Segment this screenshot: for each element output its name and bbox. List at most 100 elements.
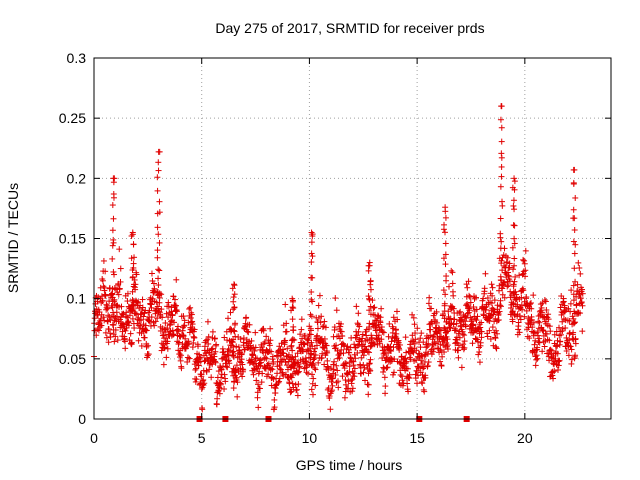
- data-point: [186, 355, 193, 362]
- data-point: [141, 334, 148, 341]
- data-point: [219, 355, 226, 362]
- data-point: [200, 376, 207, 383]
- data-point: [164, 345, 171, 352]
- data-point: [148, 270, 155, 277]
- data-point: [289, 380, 296, 387]
- data-point: [278, 366, 285, 373]
- data-point: [333, 379, 340, 386]
- data-point: [123, 309, 130, 316]
- data-point: [341, 365, 348, 372]
- data-point: [458, 364, 465, 371]
- data-point: [195, 343, 202, 350]
- data-point: [350, 362, 357, 369]
- data-point: [304, 362, 311, 369]
- data-point: [402, 359, 409, 366]
- data-point: [238, 356, 245, 363]
- data-point: [491, 297, 498, 304]
- data-point: [263, 333, 270, 340]
- data-point: [354, 349, 361, 356]
- data-point: [281, 337, 288, 344]
- data-point: [217, 381, 224, 388]
- data-point: [124, 290, 131, 297]
- data-point: [302, 332, 309, 339]
- data-point: [448, 267, 455, 274]
- data-point: [310, 375, 317, 382]
- data-point: [417, 364, 424, 371]
- data-point: [260, 327, 267, 334]
- data-point: [95, 327, 102, 334]
- data-point: [221, 386, 228, 393]
- chart-title: Day 275 of 2017, SRMTID for receiver prd…: [215, 20, 484, 36]
- data-point: [284, 345, 291, 352]
- data-point: [276, 378, 283, 385]
- data-point: [276, 375, 283, 382]
- data-point: [298, 316, 305, 323]
- data-point: [233, 343, 240, 350]
- data-point: [312, 382, 319, 389]
- data-point: [493, 327, 500, 334]
- data-point: [406, 371, 413, 378]
- data-point: [103, 334, 110, 341]
- data-point: [224, 364, 231, 371]
- data-point: [318, 313, 325, 320]
- data-point: [115, 291, 122, 298]
- data-point: [216, 385, 223, 392]
- data-points: [91, 103, 586, 413]
- data-point: [381, 374, 388, 381]
- data-point: [175, 339, 182, 346]
- data-point: [266, 342, 273, 349]
- data-point: [427, 332, 434, 339]
- data-point: [116, 285, 123, 292]
- data-point: [160, 361, 167, 368]
- data-point: [465, 278, 472, 285]
- data-point: [344, 343, 351, 350]
- data-point: [456, 334, 463, 341]
- data-point: [455, 347, 462, 354]
- data-point: [163, 310, 170, 317]
- data-point: [164, 325, 171, 332]
- data-point: [283, 362, 290, 369]
- data-point: [352, 355, 359, 362]
- data-point: [326, 393, 333, 400]
- data-point: [195, 362, 202, 369]
- data-point: [198, 371, 205, 378]
- data-point: [188, 319, 195, 326]
- data-point: [101, 284, 108, 291]
- data-point: [170, 293, 177, 300]
- data-point: [382, 390, 389, 397]
- data-point: [349, 388, 356, 395]
- data-point: [375, 335, 382, 342]
- data-point: [114, 302, 121, 309]
- data-point: [309, 360, 316, 367]
- data-point: [393, 308, 400, 315]
- data-point: [313, 342, 320, 349]
- data-point: [305, 370, 312, 377]
- data-point: [144, 352, 151, 359]
- data-point: [116, 246, 123, 253]
- data-point: [216, 390, 223, 397]
- data-point: [353, 303, 360, 310]
- data-point: [225, 346, 232, 353]
- data-point: [139, 325, 146, 332]
- data-point: [117, 265, 124, 272]
- data-point: [298, 326, 305, 333]
- data-point: [462, 323, 469, 330]
- data-point: [489, 324, 496, 331]
- data-point: [359, 335, 366, 342]
- data-point: [180, 333, 187, 340]
- data-point: [486, 327, 493, 334]
- data-point: [321, 361, 328, 368]
- data-point: [402, 334, 409, 341]
- data-point: [199, 406, 206, 413]
- data-point: [167, 321, 174, 328]
- data-point: [332, 371, 339, 378]
- data-point: [193, 376, 200, 383]
- data-point: [135, 322, 142, 329]
- data-point: [419, 380, 426, 387]
- data-point: [319, 350, 326, 357]
- data-point: [322, 324, 329, 331]
- data-point: [218, 374, 225, 381]
- data-point: [449, 269, 456, 276]
- data-point: [499, 254, 506, 261]
- data-point: [495, 316, 502, 323]
